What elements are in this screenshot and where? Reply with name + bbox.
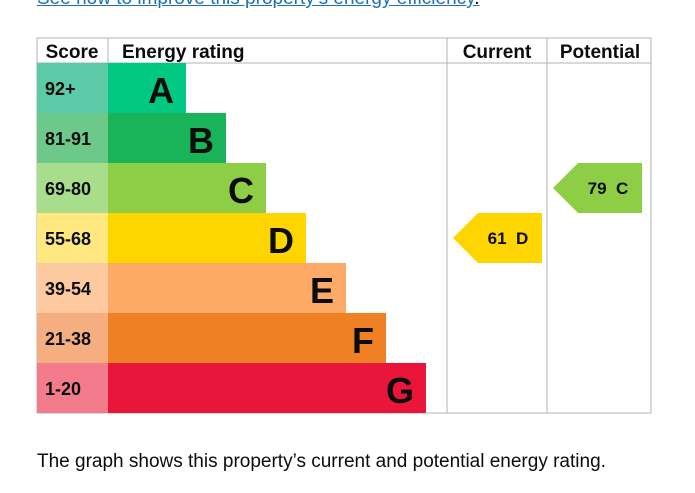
rating-letter-b: B (188, 120, 214, 161)
score-range-e: 39-54 (45, 279, 91, 299)
score-range-f: 21-38 (45, 329, 91, 349)
score-cell-e (37, 263, 108, 313)
current-rating-arrow (453, 213, 542, 263)
rating-bar-b (108, 113, 226, 163)
link-trailing-period: . (474, 0, 479, 9)
score-cell-a (37, 63, 108, 113)
score-cell-b (37, 113, 108, 163)
rating-letter-c: C (228, 170, 254, 211)
rating-bar-g (108, 363, 426, 413)
rating-bar-d (108, 213, 306, 263)
header-energy-rating: Energy rating (122, 42, 244, 63)
improve-efficiency-link-text[interactable]: See how to improve this property’s energ… (37, 0, 474, 9)
rating-letter-a: A (148, 70, 174, 111)
score-range-a: 92+ (45, 79, 76, 99)
rating-letter-f: F (352, 320, 374, 361)
score-cell-d (37, 213, 108, 263)
score-cell-g (37, 363, 108, 413)
header-potential: Potential (560, 42, 640, 63)
score-cell-c (37, 163, 108, 213)
score-range-c: 69-80 (45, 179, 91, 199)
rating-letter-e: E (310, 270, 334, 311)
score-cell-f (37, 313, 108, 363)
score-range-d: 55-68 (45, 229, 91, 249)
rating-bar-a (108, 63, 186, 113)
rating-bar-f (108, 313, 386, 363)
potential-rating-arrow (553, 163, 642, 213)
header-score: Score (46, 42, 99, 63)
improve-efficiency-link[interactable]: See how to improve this property’s energ… (37, 0, 480, 10)
score-range-g: 1-20 (45, 379, 81, 399)
score-range-b: 81-91 (45, 129, 91, 149)
rating-bar-c (108, 163, 266, 213)
rating-letter-d: D (268, 220, 294, 261)
potential-rating-label: 79 C (588, 179, 629, 198)
chart-caption: The graph shows this property’s current … (37, 451, 606, 472)
current-rating-label: 61 D (488, 229, 529, 248)
rating-letter-g: G (386, 370, 414, 411)
energy-rating-chart: Score Energy rating Current Potential 92+ A 81… (36, 37, 652, 414)
rating-bar-e (108, 263, 346, 313)
header-current: Current (463, 42, 532, 63)
